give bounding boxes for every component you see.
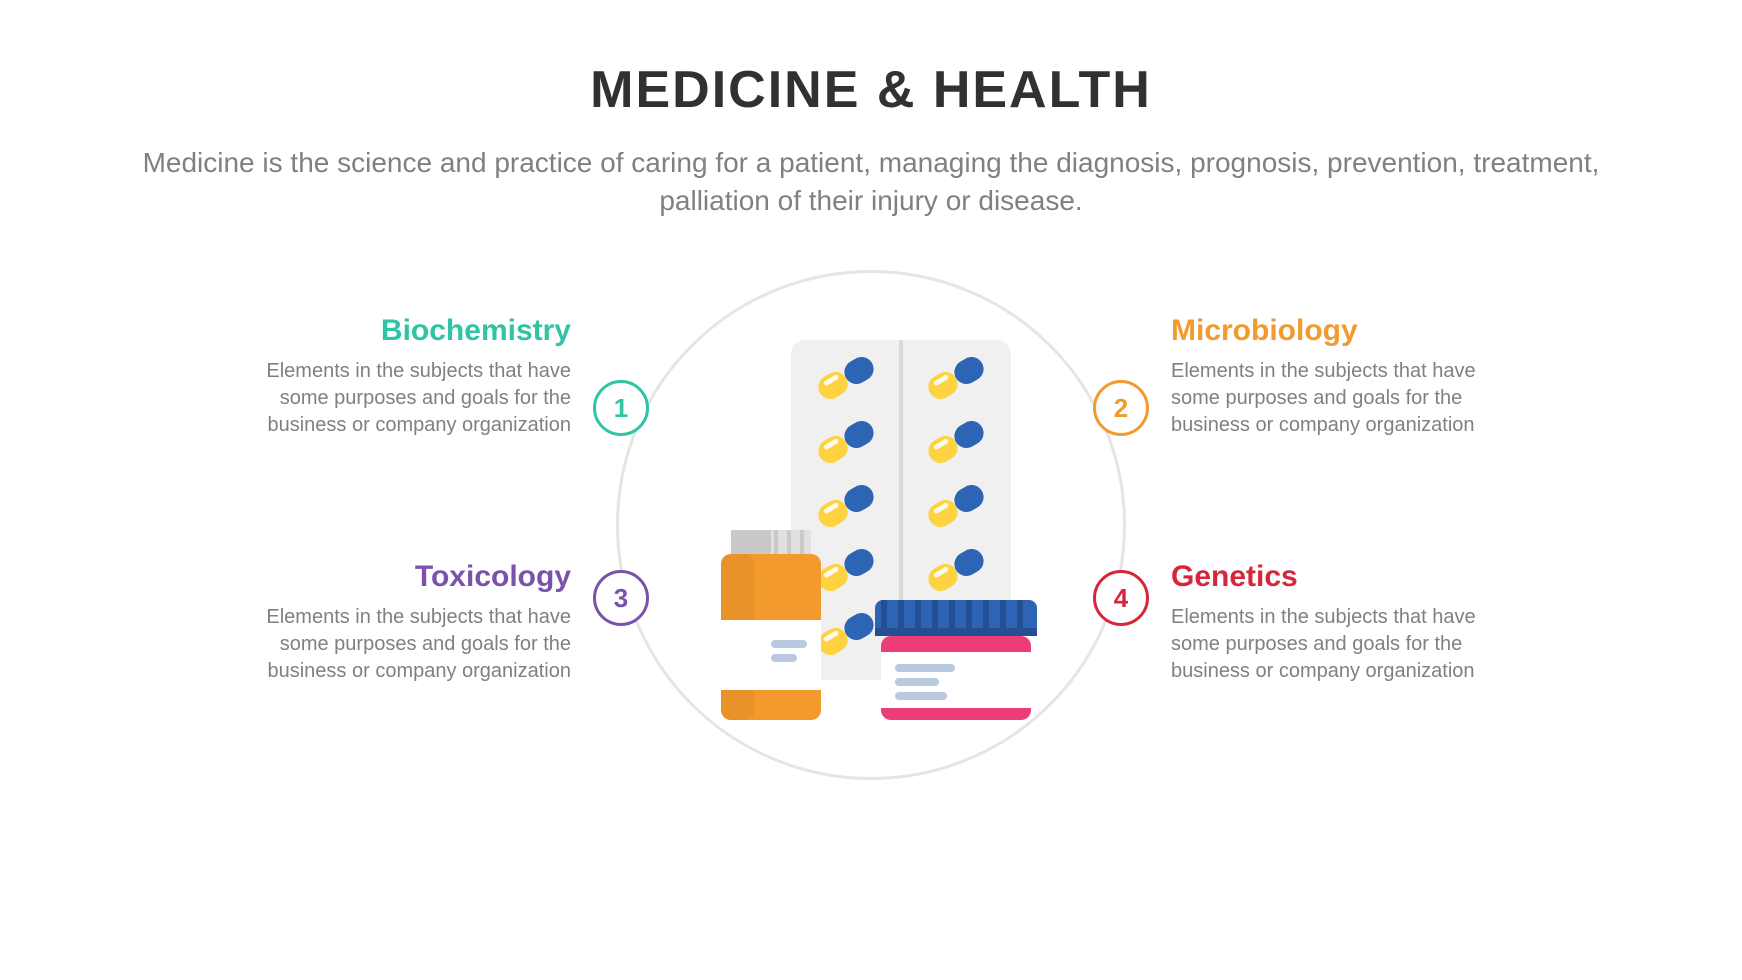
item-genetics: Genetics Elements in the subjects that ha… bbox=[1171, 560, 1491, 685]
item-title: Biochemistry bbox=[251, 314, 571, 348]
item-title: Toxicology bbox=[251, 560, 571, 594]
item-desc: Elements in the subjects that have some … bbox=[251, 358, 571, 439]
medicine-illustration bbox=[691, 340, 1051, 720]
header: MEDICINE & HEALTH Medicine is the scienc… bbox=[0, 60, 1742, 220]
item-desc: Elements in the subjects that have some … bbox=[1171, 358, 1491, 439]
item-microbiology: Microbiology Elements in the subjects tha… bbox=[1171, 314, 1491, 439]
badge-4: 4 bbox=[1093, 570, 1149, 626]
item-desc: Elements in the subjects that have some … bbox=[251, 604, 571, 685]
page-subtitle: Medicine is the science and practice of … bbox=[111, 144, 1631, 220]
item-biochemistry: Biochemistry Elements in the subjects tha… bbox=[251, 314, 571, 439]
infographic-stage: 1 Biochemistry Elements in the subjects th… bbox=[171, 270, 1571, 870]
medicine-icon bbox=[691, 340, 1051, 720]
item-title: Microbiology bbox=[1171, 314, 1491, 348]
page-title: MEDICINE & HEALTH bbox=[0, 60, 1742, 120]
item-title: Genetics bbox=[1171, 560, 1491, 594]
item-desc: Elements in the subjects that have some … bbox=[1171, 604, 1491, 685]
badge-1: 1 bbox=[593, 380, 649, 436]
badge-3: 3 bbox=[593, 570, 649, 626]
item-toxicology: Toxicology Elements in the subjects that … bbox=[251, 560, 571, 685]
badge-2: 2 bbox=[1093, 380, 1149, 436]
